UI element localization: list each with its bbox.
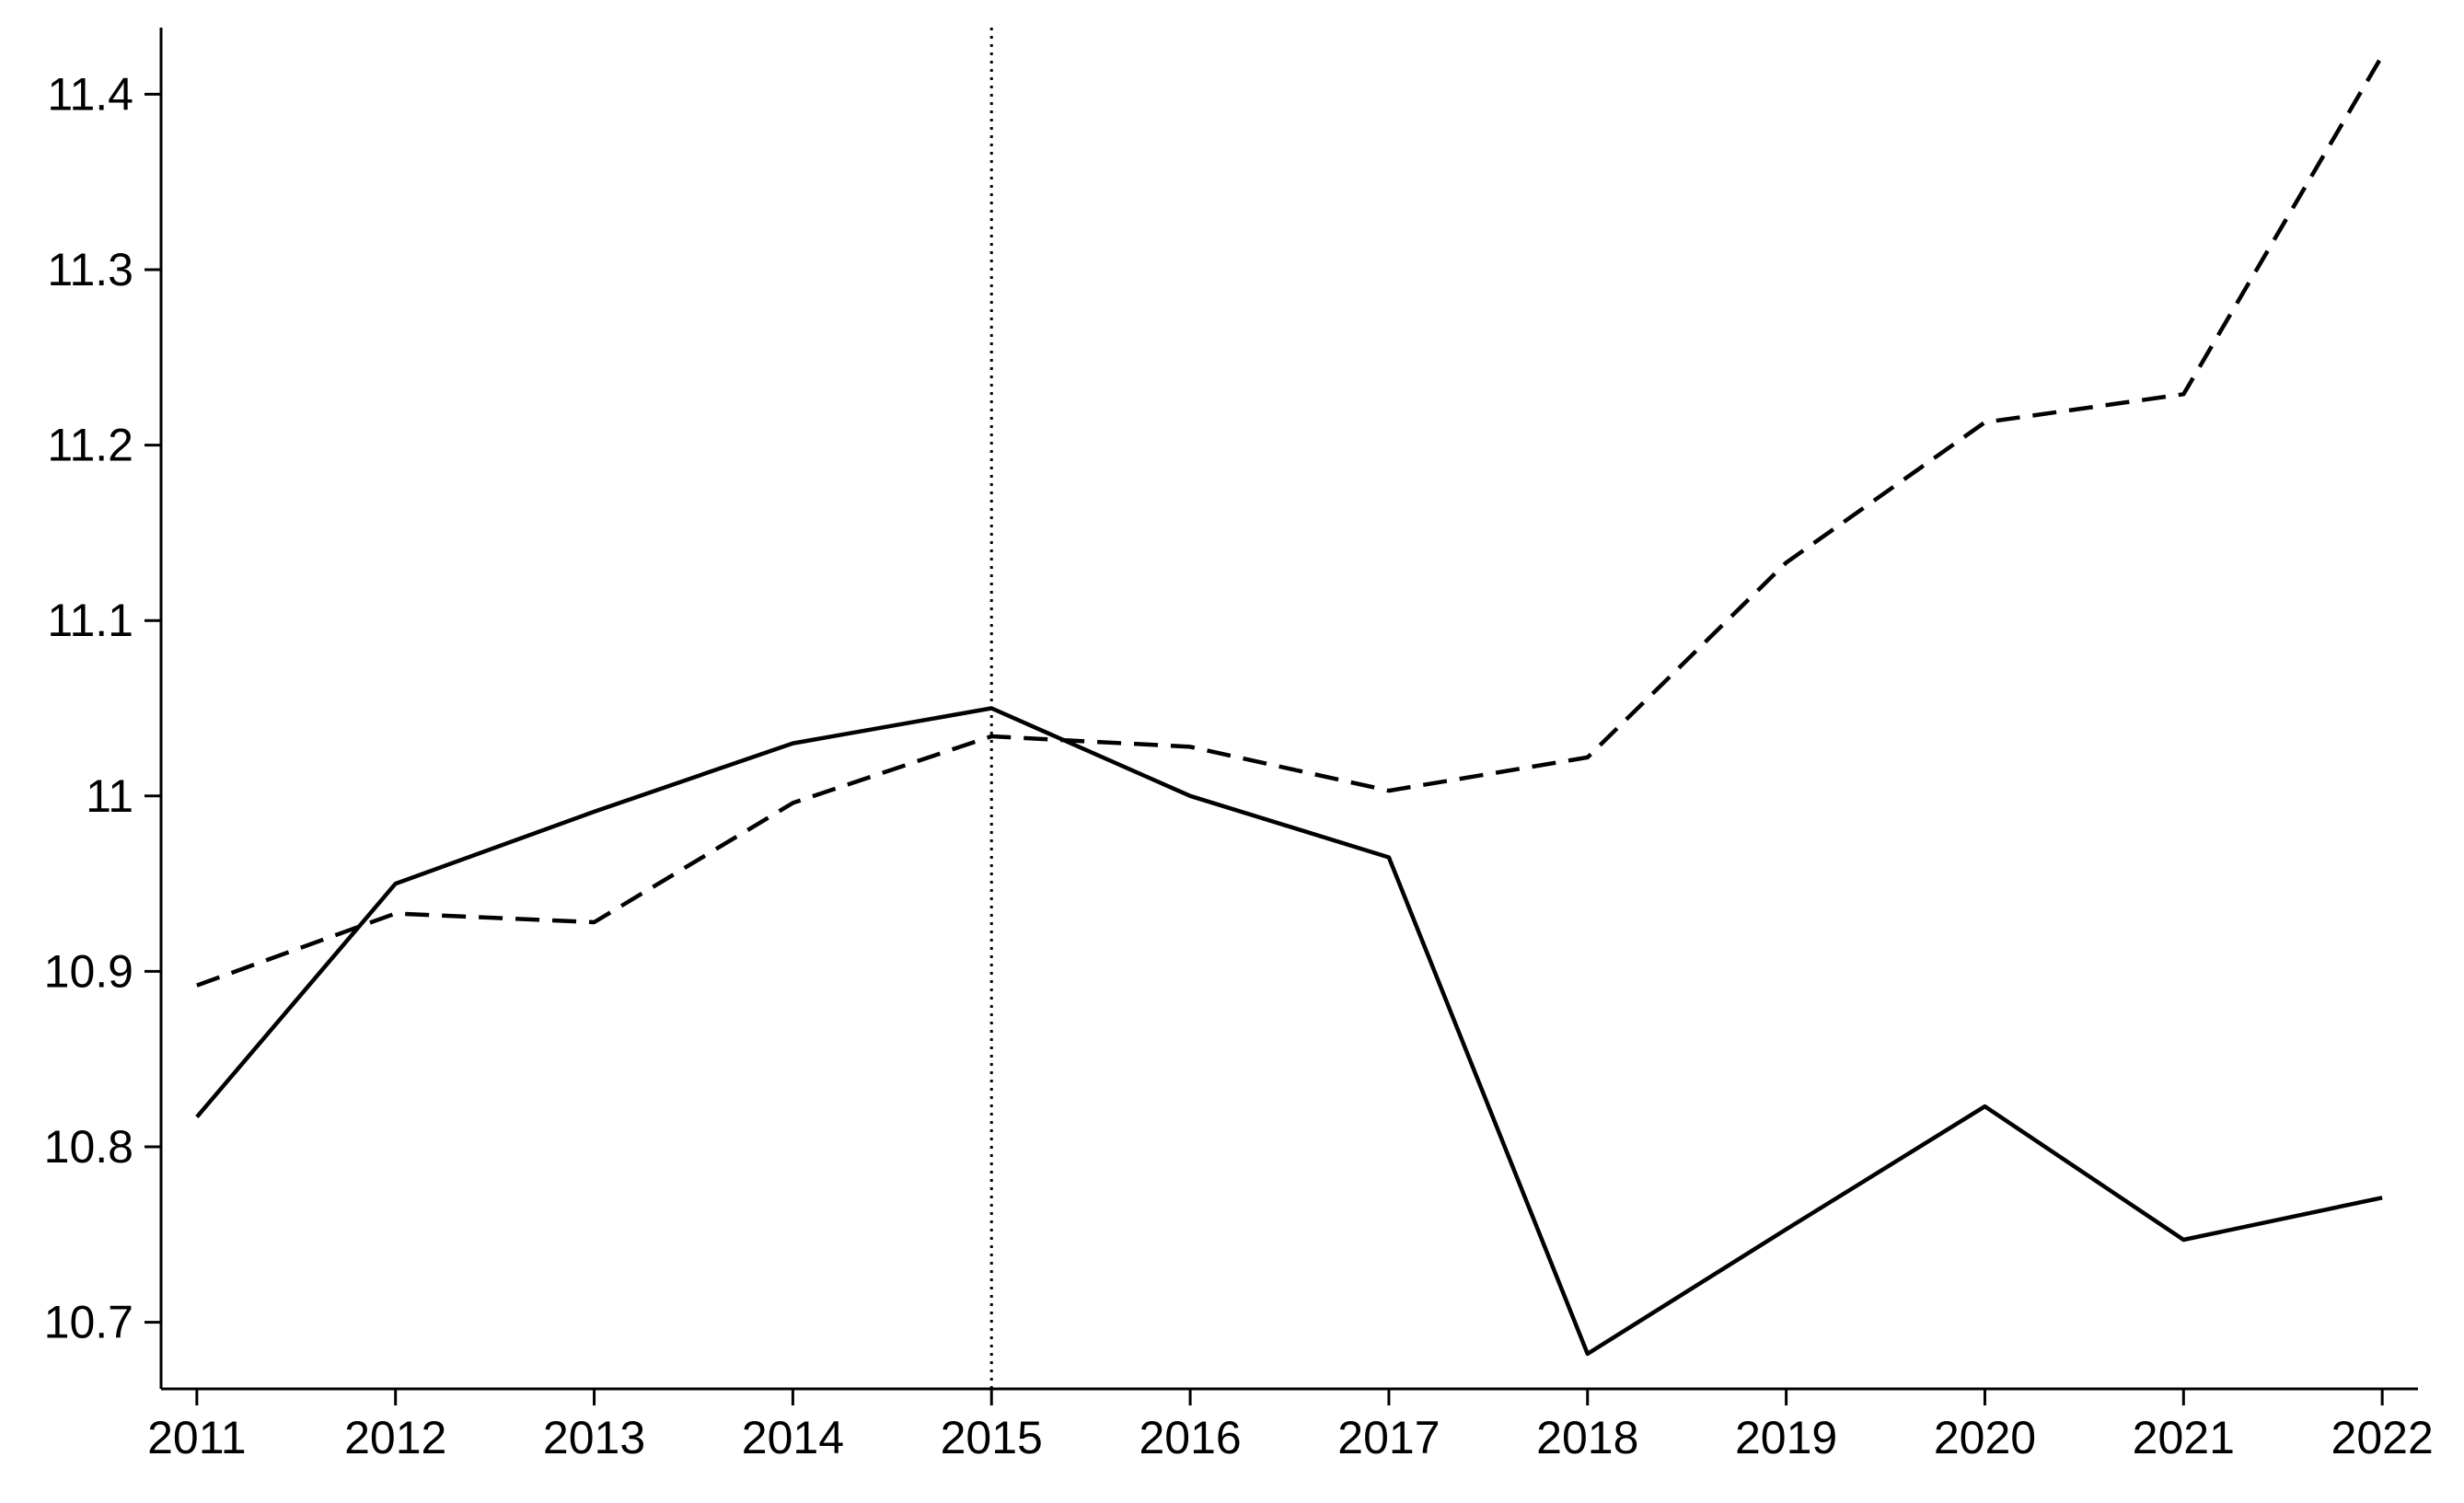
series-line-dashed [196,54,2385,988]
y-tick-label: 11 [86,770,133,822]
y-axis-ticks: 10.7 10.8 10.9 11 11.1 11.2 11.3 11.4 [44,68,161,1348]
x-tick-label: 2012 [344,1412,446,1463]
y-tick-label: 11.1 [47,595,133,646]
x-tick-label: 2013 [543,1412,645,1463]
y-tick-label: 11.2 [47,420,133,471]
x-axis-ticks: 2011 2012 2013 2014 2015 2016 2017 2018 2019 2020… [147,1389,2434,1463]
y-tick-label: 10.8 [44,1121,133,1173]
x-tick-label: 2014 [742,1412,844,1463]
x-tick-label: 2011 [147,1412,247,1463]
y-tick-label: 10.9 [44,945,133,997]
x-tick-label: 2015 [941,1412,1043,1463]
x-tick-label: 2022 [2331,1412,2434,1463]
series-group [195,54,2385,1357]
x-tick-label: 2018 [1536,1412,1638,1463]
y-tick-label: 11.3 [47,244,133,295]
x-tick-label: 2016 [1139,1412,1241,1463]
x-tick-label: 2017 [1337,1412,1440,1463]
x-tick-label: 2020 [1934,1412,2036,1463]
series-line-solid [195,706,2383,1357]
y-tick-label: 11.4 [47,68,133,120]
x-tick-label: 2019 [1735,1412,1837,1463]
x-tick-label: 2021 [2133,1412,2235,1463]
y-tick-label: 10.7 [44,1297,133,1348]
